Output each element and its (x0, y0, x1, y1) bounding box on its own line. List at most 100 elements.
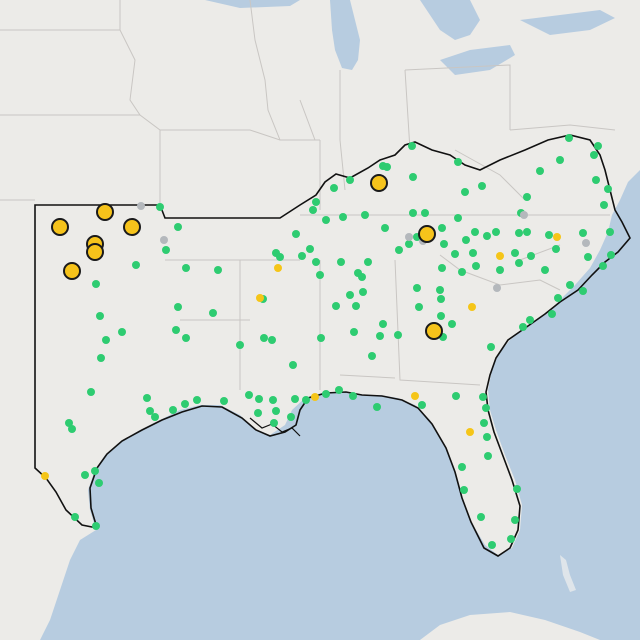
map-marker-green[interactable] (368, 352, 376, 360)
map-marker-green[interactable] (373, 403, 381, 411)
map-marker-green[interactable] (312, 258, 320, 266)
map-marker-green[interactable] (437, 295, 445, 303)
map-marker-green[interactable] (483, 232, 491, 240)
map-marker-green[interactable] (337, 258, 345, 266)
map-marker-green[interactable] (214, 266, 222, 274)
map-marker-yellow[interactable] (466, 428, 474, 436)
map-marker-gray[interactable] (493, 284, 501, 292)
map-marker-green[interactable] (526, 316, 534, 324)
map-marker-green[interactable] (96, 312, 104, 320)
map-marker-green[interactable] (452, 392, 460, 400)
map-marker-green[interactable] (162, 246, 170, 254)
map-marker-green[interactable] (317, 334, 325, 342)
map-marker-green[interactable] (511, 516, 519, 524)
map-marker-green[interactable] (554, 294, 562, 302)
map-marker-green[interactable] (492, 228, 500, 236)
map-marker-green[interactable] (594, 142, 602, 150)
map-marker-green[interactable] (488, 541, 496, 549)
map-marker-large-yellow[interactable] (123, 218, 141, 236)
map-marker-green[interactable] (359, 288, 367, 296)
map-marker-green[interactable] (469, 249, 477, 257)
map-marker-green[interactable] (454, 214, 462, 222)
map-marker-green[interactable] (287, 413, 295, 421)
map-marker-green[interactable] (604, 185, 612, 193)
map-marker-green[interactable] (312, 198, 320, 206)
map-marker-green[interactable] (289, 361, 297, 369)
map-marker-green[interactable] (193, 396, 201, 404)
map-marker-green[interactable] (81, 471, 89, 479)
map-marker-green[interactable] (298, 252, 306, 260)
map-marker-green[interactable] (418, 401, 426, 409)
map-marker-green[interactable] (394, 331, 402, 339)
map-marker-green[interactable] (346, 291, 354, 299)
map-marker-green[interactable] (254, 409, 262, 417)
map-marker-green[interactable] (519, 323, 527, 331)
map-marker-yellow[interactable] (41, 472, 49, 480)
map-marker-large-yellow[interactable] (425, 322, 443, 340)
map-marker-green[interactable] (515, 259, 523, 267)
map-marker-green[interactable] (513, 485, 521, 493)
map-marker-green[interactable] (68, 425, 76, 433)
map-marker-green[interactable] (496, 266, 504, 274)
map-marker-green[interactable] (65, 419, 73, 427)
map-marker-green[interactable] (507, 535, 515, 543)
map-marker-green[interactable] (181, 400, 189, 408)
map-marker-green[interactable] (471, 228, 479, 236)
map-marker-green[interactable] (472, 262, 480, 270)
map-marker-green[interactable] (448, 320, 456, 328)
map-marker-green[interactable] (245, 391, 253, 399)
map-marker-green[interactable] (330, 184, 338, 192)
map-marker-green[interactable] (383, 163, 391, 171)
map-marker-green[interactable] (151, 413, 159, 421)
map-marker-large-yellow[interactable] (63, 262, 81, 280)
map-marker-green[interactable] (545, 231, 553, 239)
map-marker-green[interactable] (332, 302, 340, 310)
map-marker-gray[interactable] (520, 211, 528, 219)
map-marker-green[interactable] (352, 302, 360, 310)
map-marker-green[interactable] (236, 341, 244, 349)
map-marker-green[interactable] (260, 334, 268, 342)
map-marker-green[interactable] (309, 206, 317, 214)
map-marker-large-yellow[interactable] (96, 203, 114, 221)
map-marker-green[interactable] (146, 407, 154, 415)
map-marker-green[interactable] (511, 249, 519, 257)
map-marker-green[interactable] (478, 182, 486, 190)
map-marker-green[interactable] (451, 250, 459, 258)
map-marker-green[interactable] (335, 386, 343, 394)
map-marker-green[interactable] (346, 176, 354, 184)
map-marker-green[interactable] (272, 407, 280, 415)
map-marker-yellow[interactable] (311, 393, 319, 401)
map-marker-green[interactable] (421, 209, 429, 217)
map-marker-green[interactable] (461, 188, 469, 196)
map-marker-green[interactable] (269, 396, 277, 404)
map-marker-green[interactable] (437, 312, 445, 320)
map-marker-green[interactable] (590, 151, 598, 159)
map-marker-green[interactable] (484, 452, 492, 460)
map-marker-green[interactable] (92, 280, 100, 288)
map-marker-green[interactable] (174, 223, 182, 231)
map-marker-green[interactable] (579, 287, 587, 295)
map-marker-green[interactable] (483, 433, 491, 441)
map-marker-green[interactable] (482, 404, 490, 412)
map-marker-green[interactable] (174, 303, 182, 311)
map-marker-green[interactable] (552, 245, 560, 253)
map-marker-green[interactable] (405, 240, 413, 248)
map-marker-green[interactable] (458, 268, 466, 276)
map-marker-green[interactable] (600, 201, 608, 209)
map-marker-large-yellow[interactable] (418, 225, 436, 243)
map-marker-green[interactable] (350, 328, 358, 336)
map-marker-green[interactable] (156, 203, 164, 211)
map-marker-green[interactable] (339, 213, 347, 221)
map-marker-green[interactable] (97, 354, 105, 362)
map-marker-green[interactable] (415, 303, 423, 311)
map-marker-green[interactable] (255, 395, 263, 403)
map-marker-green[interactable] (527, 252, 535, 260)
map-marker-large-yellow[interactable] (51, 218, 69, 236)
map-marker-green[interactable] (541, 266, 549, 274)
map-marker-green[interactable] (566, 281, 574, 289)
map-marker-green[interactable] (408, 142, 416, 150)
map-marker-green[interactable] (460, 486, 468, 494)
map-marker-green[interactable] (322, 216, 330, 224)
map-marker-green[interactable] (182, 334, 190, 342)
map-marker-large-yellow[interactable] (86, 243, 104, 261)
